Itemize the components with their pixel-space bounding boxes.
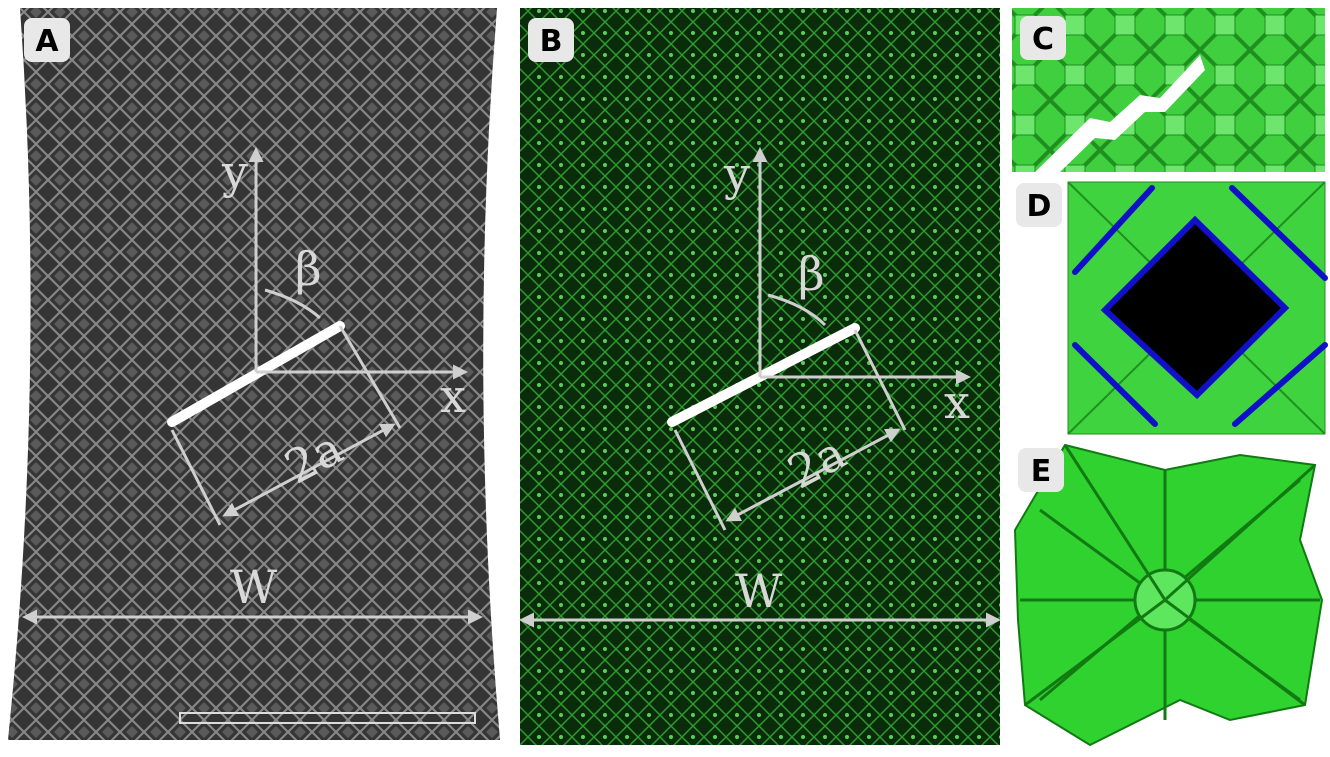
panel-d: D [1016, 182, 1325, 434]
figure: y x β 2a W A y x β 2a W B C [0, 0, 1330, 757]
panel-label: A [35, 24, 59, 59]
panel-label: B [540, 24, 563, 59]
beta-label: β [295, 242, 322, 296]
x-label: x [440, 369, 466, 423]
width-label: W [735, 564, 783, 618]
width-label: W [230, 560, 278, 614]
panel-label: E [1031, 454, 1052, 489]
panel-label: C [1032, 22, 1054, 57]
panel-label: D [1027, 189, 1052, 224]
y-label: y [221, 145, 248, 199]
panel-e: E [1015, 445, 1322, 745]
beta-label: β [798, 247, 825, 301]
panel-b: y x β 2a W B [520, 8, 1000, 745]
x-label: x [944, 375, 970, 429]
panel-c: C [1012, 8, 1325, 172]
y-label: y [723, 147, 750, 201]
panel-a: y x β 2a W A [8, 8, 500, 740]
